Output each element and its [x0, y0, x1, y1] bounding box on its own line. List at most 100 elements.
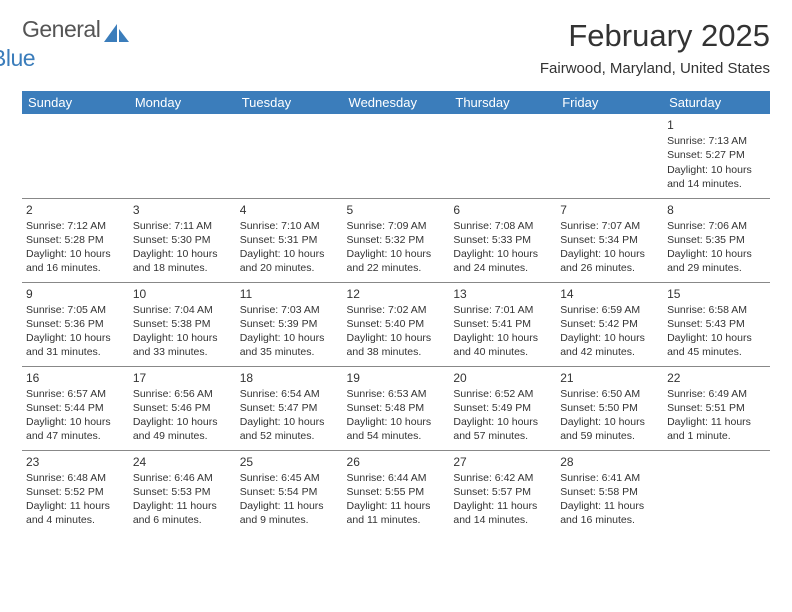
- cell-sunset: Sunset: 5:35 PM: [667, 233, 766, 247]
- cell-sunrise: Sunrise: 6:52 AM: [453, 387, 552, 401]
- cell-day2: and 9 minutes.: [240, 513, 339, 527]
- calendar-cell: 1Sunrise: 7:13 AMSunset: 5:27 PMDaylight…: [663, 114, 770, 198]
- cell-day1: Daylight: 10 hours: [667, 163, 766, 177]
- day-number: 24: [133, 454, 232, 470]
- cell-day2: and 45 minutes.: [667, 345, 766, 359]
- cell-day2: and 22 minutes.: [347, 261, 446, 275]
- day-number: 27: [453, 454, 552, 470]
- day-number: 16: [26, 370, 125, 386]
- day-number: 18: [240, 370, 339, 386]
- day-number: 20: [453, 370, 552, 386]
- logo-sail-icon: [104, 24, 130, 51]
- calendar-week-row: 9Sunrise: 7:05 AMSunset: 5:36 PMDaylight…: [22, 282, 770, 366]
- calendar-week-row: 1Sunrise: 7:13 AMSunset: 5:27 PMDaylight…: [22, 114, 770, 198]
- cell-sunrise: Sunrise: 6:48 AM: [26, 471, 125, 485]
- cell-sunrise: Sunrise: 7:12 AM: [26, 219, 125, 233]
- day-number: 11: [240, 286, 339, 302]
- cell-day1: Daylight: 10 hours: [240, 247, 339, 261]
- cell-sunrise: Sunrise: 6:59 AM: [560, 303, 659, 317]
- day-number: 25: [240, 454, 339, 470]
- day-header: Wednesday: [343, 91, 450, 114]
- calendar-week-row: 23Sunrise: 6:48 AMSunset: 5:52 PMDayligh…: [22, 450, 770, 534]
- cell-sunrise: Sunrise: 6:56 AM: [133, 387, 232, 401]
- cell-sunset: Sunset: 5:36 PM: [26, 317, 125, 331]
- calendar-header-row: SundayMondayTuesdayWednesdayThursdayFrid…: [22, 91, 770, 114]
- cell-sunset: Sunset: 5:27 PM: [667, 148, 766, 162]
- cell-day2: and 4 minutes.: [26, 513, 125, 527]
- cell-sunset: Sunset: 5:47 PM: [240, 401, 339, 415]
- calendar-cell: 24Sunrise: 6:46 AMSunset: 5:53 PMDayligh…: [129, 450, 236, 534]
- day-number: 26: [347, 454, 446, 470]
- cell-day2: and 52 minutes.: [240, 429, 339, 443]
- month-title: February 2025: [540, 18, 770, 54]
- cell-day1: Daylight: 11 hours: [453, 499, 552, 513]
- cell-sunrise: Sunrise: 7:13 AM: [667, 134, 766, 148]
- cell-sunset: Sunset: 5:50 PM: [560, 401, 659, 415]
- calendar-page: General Blue February 2025 Fairwood, Mar…: [0, 0, 792, 534]
- location-text: Fairwood, Maryland, United States: [540, 60, 770, 77]
- cell-sunrise: Sunrise: 7:05 AM: [26, 303, 125, 317]
- cell-sunset: Sunset: 5:57 PM: [453, 485, 552, 499]
- calendar-cell: [663, 450, 770, 534]
- cell-sunrise: Sunrise: 6:58 AM: [667, 303, 766, 317]
- cell-sunset: Sunset: 5:38 PM: [133, 317, 232, 331]
- logo: General Blue: [22, 22, 130, 52]
- cell-day2: and 40 minutes.: [453, 345, 552, 359]
- cell-sunset: Sunset: 5:51 PM: [667, 401, 766, 415]
- cell-sunset: Sunset: 5:40 PM: [347, 317, 446, 331]
- cell-sunrise: Sunrise: 6:50 AM: [560, 387, 659, 401]
- cell-sunrise: Sunrise: 7:08 AM: [453, 219, 552, 233]
- day-number: 8: [667, 202, 766, 218]
- calendar-cell: 17Sunrise: 6:56 AMSunset: 5:46 PMDayligh…: [129, 366, 236, 450]
- cell-day2: and 16 minutes.: [26, 261, 125, 275]
- day-number: 12: [347, 286, 446, 302]
- cell-day2: and 29 minutes.: [667, 261, 766, 275]
- cell-sunrise: Sunrise: 6:49 AM: [667, 387, 766, 401]
- cell-day1: Daylight: 11 hours: [26, 499, 125, 513]
- cell-day1: Daylight: 10 hours: [453, 247, 552, 261]
- calendar-cell: 28Sunrise: 6:41 AMSunset: 5:58 PMDayligh…: [556, 450, 663, 534]
- calendar-cell: 20Sunrise: 6:52 AMSunset: 5:49 PMDayligh…: [449, 366, 556, 450]
- cell-sunset: Sunset: 5:33 PM: [453, 233, 552, 247]
- cell-sunset: Sunset: 5:48 PM: [347, 401, 446, 415]
- cell-day1: Daylight: 10 hours: [667, 331, 766, 345]
- cell-sunset: Sunset: 5:42 PM: [560, 317, 659, 331]
- cell-day1: Daylight: 10 hours: [347, 415, 446, 429]
- cell-sunset: Sunset: 5:34 PM: [560, 233, 659, 247]
- cell-sunrise: Sunrise: 6:46 AM: [133, 471, 232, 485]
- cell-sunset: Sunset: 5:31 PM: [240, 233, 339, 247]
- cell-sunrise: Sunrise: 7:07 AM: [560, 219, 659, 233]
- calendar-cell: 9Sunrise: 7:05 AMSunset: 5:36 PMDaylight…: [22, 282, 129, 366]
- cell-sunset: Sunset: 5:41 PM: [453, 317, 552, 331]
- day-number: 19: [347, 370, 446, 386]
- cell-sunset: Sunset: 5:28 PM: [26, 233, 125, 247]
- day-number: 28: [560, 454, 659, 470]
- cell-day2: and 42 minutes.: [560, 345, 659, 359]
- cell-day2: and 1 minute.: [667, 429, 766, 443]
- cell-day1: Daylight: 10 hours: [347, 247, 446, 261]
- cell-sunrise: Sunrise: 6:54 AM: [240, 387, 339, 401]
- cell-day1: Daylight: 11 hours: [133, 499, 232, 513]
- cell-day1: Daylight: 10 hours: [133, 331, 232, 345]
- calendar-cell: 7Sunrise: 7:07 AMSunset: 5:34 PMDaylight…: [556, 198, 663, 282]
- cell-day1: Daylight: 11 hours: [347, 499, 446, 513]
- day-number: 4: [240, 202, 339, 218]
- cell-sunset: Sunset: 5:43 PM: [667, 317, 766, 331]
- calendar-cell: 5Sunrise: 7:09 AMSunset: 5:32 PMDaylight…: [343, 198, 450, 282]
- cell-day1: Daylight: 10 hours: [26, 415, 125, 429]
- cell-sunrise: Sunrise: 7:04 AM: [133, 303, 232, 317]
- calendar-cell: 10Sunrise: 7:04 AMSunset: 5:38 PMDayligh…: [129, 282, 236, 366]
- cell-sunrise: Sunrise: 7:10 AM: [240, 219, 339, 233]
- calendar-cell: 8Sunrise: 7:06 AMSunset: 5:35 PMDaylight…: [663, 198, 770, 282]
- calendar-week-row: 16Sunrise: 6:57 AMSunset: 5:44 PMDayligh…: [22, 366, 770, 450]
- calendar-cell: 25Sunrise: 6:45 AMSunset: 5:54 PMDayligh…: [236, 450, 343, 534]
- logo-text-wrap: General Blue: [22, 22, 100, 52]
- cell-sunset: Sunset: 5:58 PM: [560, 485, 659, 499]
- cell-sunrise: Sunrise: 7:01 AM: [453, 303, 552, 317]
- calendar-cell: 11Sunrise: 7:03 AMSunset: 5:39 PMDayligh…: [236, 282, 343, 366]
- cell-sunrise: Sunrise: 6:57 AM: [26, 387, 125, 401]
- cell-day1: Daylight: 10 hours: [453, 331, 552, 345]
- cell-day2: and 18 minutes.: [133, 261, 232, 275]
- cell-day1: Daylight: 11 hours: [240, 499, 339, 513]
- day-number: 21: [560, 370, 659, 386]
